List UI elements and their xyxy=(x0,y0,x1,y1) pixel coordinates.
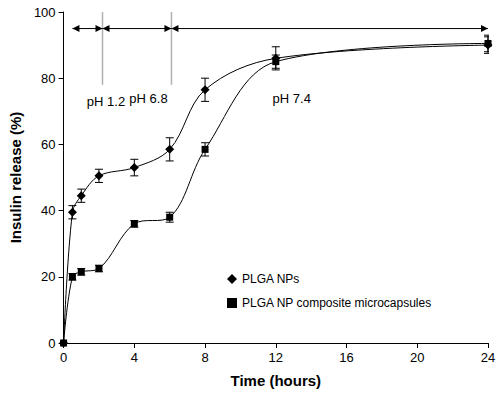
svg-text:0: 0 xyxy=(60,350,67,365)
svg-text:8: 8 xyxy=(201,350,208,365)
svg-text:pH 7.4: pH 7.4 xyxy=(273,91,311,106)
svg-text:Insulin release (%): Insulin release (%) xyxy=(7,112,24,244)
svg-text:60: 60 xyxy=(41,137,55,152)
svg-text:pH 6.8: pH 6.8 xyxy=(129,91,167,106)
svg-text:pH 1.2: pH 1.2 xyxy=(87,94,125,109)
svg-text:100: 100 xyxy=(34,5,56,20)
svg-text:12: 12 xyxy=(269,350,283,365)
svg-text:4: 4 xyxy=(131,350,138,365)
svg-text:16: 16 xyxy=(339,350,353,365)
svg-text:0: 0 xyxy=(48,336,55,351)
svg-text:24: 24 xyxy=(481,350,495,365)
svg-text:80: 80 xyxy=(41,71,55,86)
svg-text:20: 20 xyxy=(410,350,424,365)
svg-text:20: 20 xyxy=(41,269,55,284)
svg-text:Time (hours): Time (hours) xyxy=(231,372,322,389)
svg-text:PLGA NP composite microcapsule: PLGA NP composite microcapsules xyxy=(242,296,431,310)
svg-text:PLGA NPs: PLGA NPs xyxy=(242,272,299,286)
svg-text:40: 40 xyxy=(41,203,55,218)
